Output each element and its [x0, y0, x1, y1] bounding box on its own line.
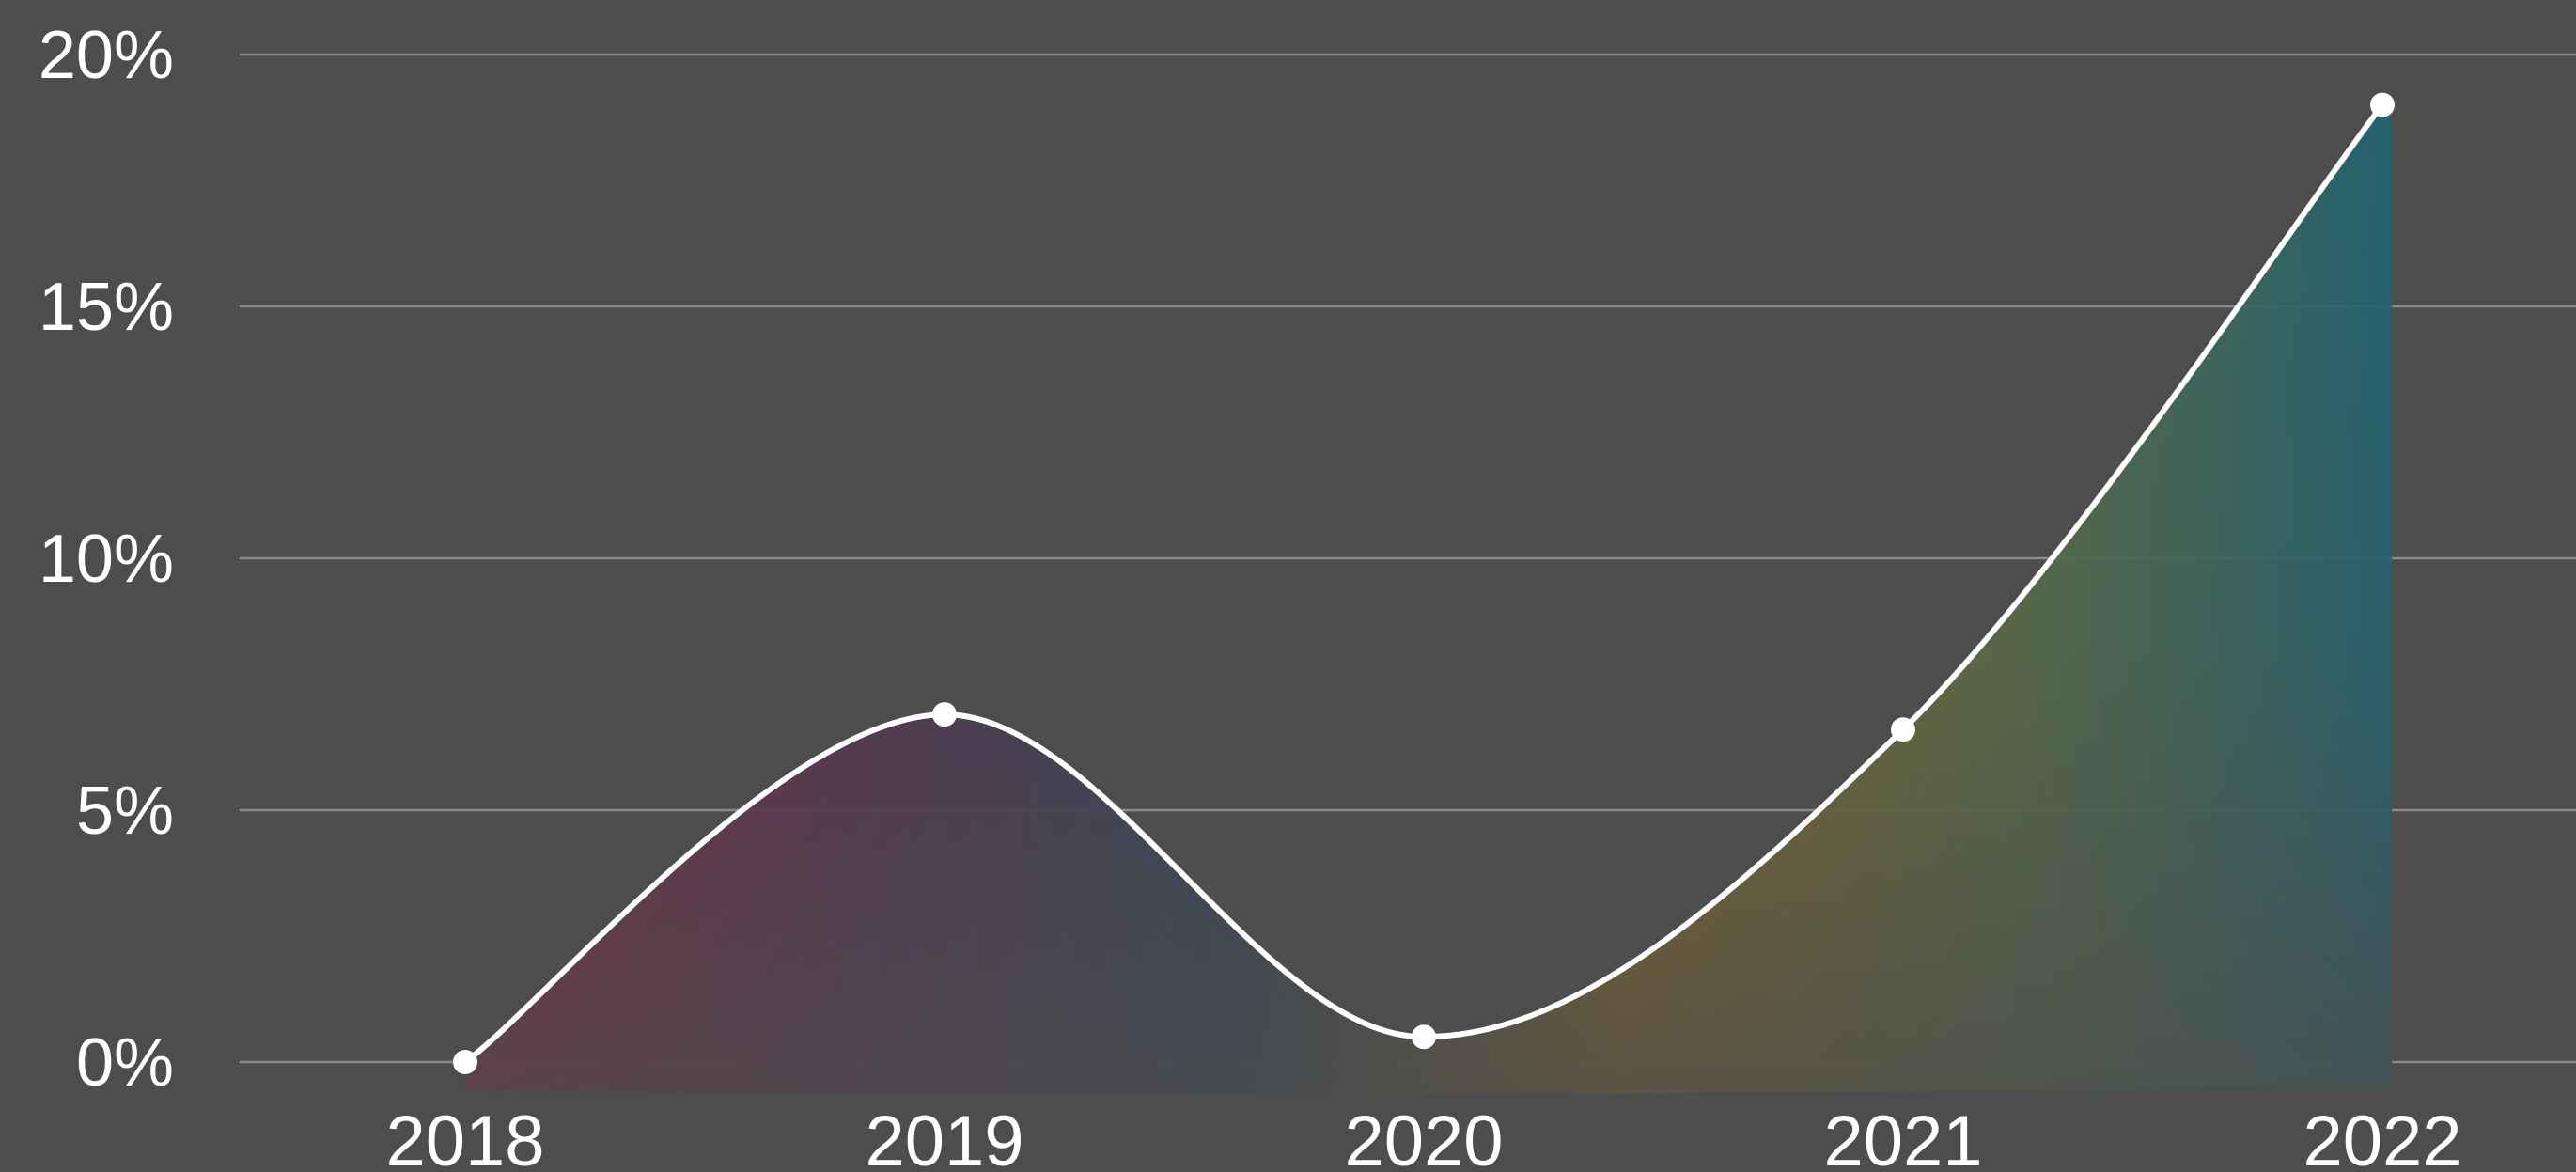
y-tick-label: 20%: [39, 18, 174, 93]
area-fill: [465, 104, 2392, 1095]
x-tick-label: 2021: [1823, 1102, 1982, 1172]
x-tick-label: 2018: [385, 1102, 544, 1172]
data-points: [453, 92, 2395, 1074]
x-axis: 2018 2019 2020 2021 2022: [385, 1102, 2461, 1172]
data-point: [2370, 92, 2395, 117]
data-point: [1891, 717, 1915, 742]
y-tick-label: 0%: [76, 1025, 174, 1101]
y-axis: 0% 5% 10% 15% 20%: [39, 18, 174, 1101]
data-point: [1412, 1024, 1436, 1050]
x-tick-label: 2019: [865, 1102, 1023, 1172]
area-fade-overlay: [465, 104, 2392, 1095]
y-tick-label: 15%: [39, 270, 174, 345]
data-point: [453, 1050, 477, 1074]
y-tick-label: 5%: [76, 774, 174, 849]
x-tick-label: 2020: [1344, 1102, 1503, 1172]
x-tick-label: 2022: [2303, 1102, 2461, 1172]
y-tick-label: 10%: [39, 522, 174, 597]
data-point: [932, 702, 957, 727]
